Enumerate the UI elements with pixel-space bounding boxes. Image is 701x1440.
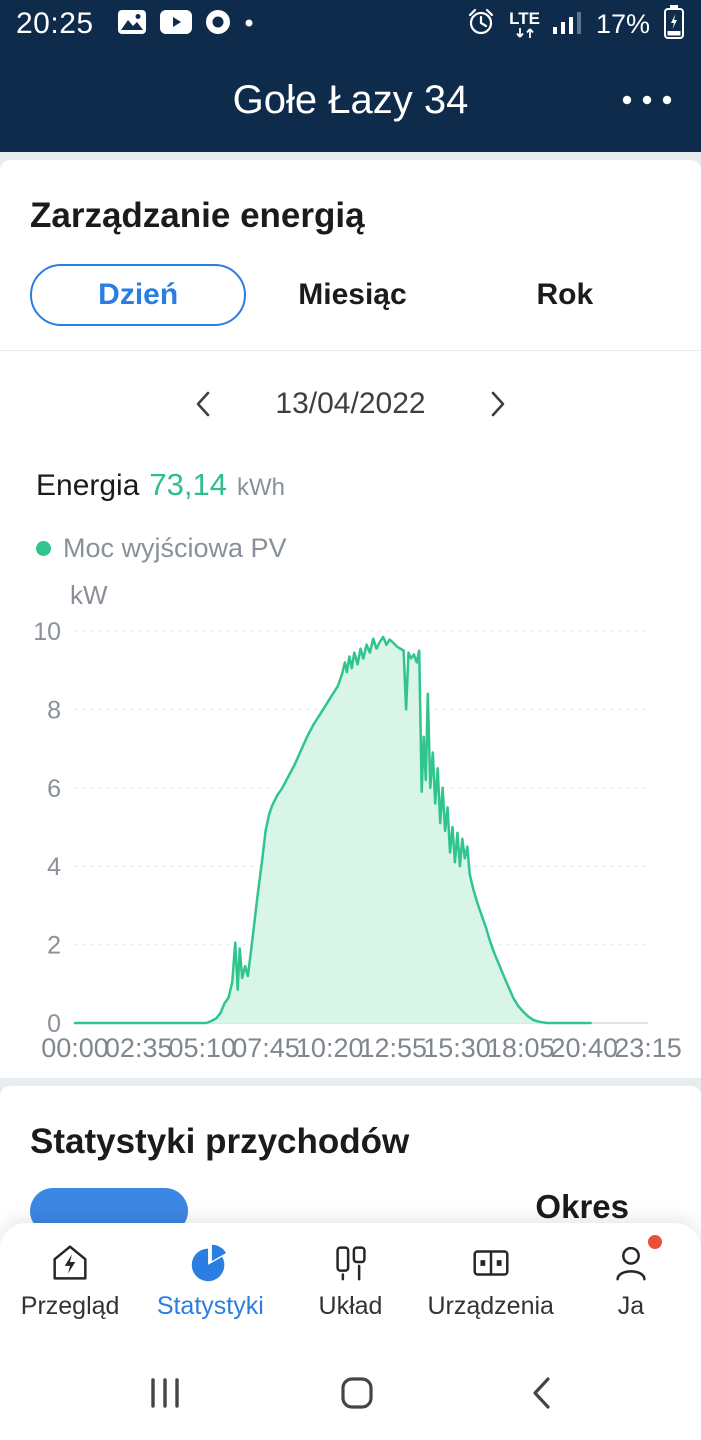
svg-text:23:15: 23:15	[614, 1033, 682, 1063]
chevron-right-icon[interactable]	[484, 385, 512, 423]
energy-value: 73,14	[149, 467, 227, 502]
energy-section-title: Zarządzanie energią	[30, 196, 365, 235]
status-bar: 20:25 LTE 17%	[0, 0, 701, 48]
more-menu-icon[interactable]	[619, 84, 675, 121]
divider	[0, 350, 701, 351]
chrome-icon	[205, 9, 231, 40]
nav-item-devices[interactable]: Urządzenia	[421, 1223, 561, 1345]
svg-text:02:35: 02:35	[105, 1033, 173, 1063]
energy-unit: kWh	[236, 474, 285, 501]
data-arrows-icon	[515, 27, 534, 38]
svg-text:07:45: 07:45	[232, 1033, 300, 1063]
nav-item-overview[interactable]: Przegląd	[0, 1223, 140, 1345]
nav-item-me[interactable]: Ja	[561, 1223, 701, 1345]
network-type-indicator: LTE	[509, 10, 540, 39]
svg-text:0: 0	[47, 1010, 61, 1038]
app-header: Gołe Łazy 34	[0, 48, 701, 152]
svg-text:8: 8	[47, 696, 61, 724]
signal-icon	[552, 9, 583, 40]
status-time: 20:25	[16, 7, 94, 40]
notification-badge	[647, 1235, 662, 1249]
svg-text:10:20: 10:20	[296, 1033, 364, 1063]
svg-text:18:05: 18:05	[487, 1033, 555, 1063]
svg-text:05:10: 05:10	[169, 1033, 237, 1063]
nav-item-layout[interactable]: Układ	[280, 1223, 420, 1345]
tab-day[interactable]: Dzień	[30, 264, 247, 326]
chart-legend: Moc wyjściowa PV	[36, 533, 701, 564]
battery-percent: 17%	[595, 8, 650, 39]
gallery-icon	[117, 9, 147, 40]
svg-text:20:40: 20:40	[551, 1033, 619, 1063]
energy-total: Energia 73,14 kWh	[36, 467, 701, 503]
recents-button[interactable]	[140, 1370, 190, 1416]
devices-icon	[468, 1239, 514, 1287]
notification-dot-icon	[244, 15, 254, 33]
person-icon	[608, 1235, 662, 1287]
alarm-icon	[466, 7, 496, 42]
battery-charging-icon	[663, 4, 685, 45]
bottom-navigation: Przegląd Statystyki Układ Urządzenia Ja	[0, 1223, 701, 1345]
svg-text:6: 6	[47, 775, 61, 803]
chevron-left-icon[interactable]	[189, 385, 217, 423]
home-button[interactable]	[332, 1368, 382, 1418]
legend-label: Moc wyjściowa PV	[63, 533, 287, 563]
energy-management-card: Zarządzanie energią Dzień Miesiąc Rok 13…	[0, 160, 701, 1078]
youtube-icon	[159, 9, 192, 39]
date-navigator: 13/04/2022	[0, 385, 701, 423]
tab-year[interactable]: Rok	[536, 278, 594, 311]
period-label: Okres	[535, 1188, 629, 1225]
svg-text:4: 4	[47, 853, 61, 881]
svg-text:15:30: 15:30	[423, 1033, 491, 1063]
layout-icon	[328, 1239, 374, 1287]
pv-output-area-chart: 0 2 4 6 8 10 00:0002:3505:1007:4510:2012:5515:…	[33, 618, 682, 1063]
nav-item-statistics[interactable]: Statystyki	[140, 1223, 280, 1345]
period-tabs: Dzień Miesiąc Rok	[30, 264, 671, 326]
energy-label: Energia	[36, 469, 140, 502]
svg-text:2: 2	[47, 932, 61, 960]
home-energy-icon	[47, 1239, 93, 1287]
page-title: Gołe Łazy 34	[232, 77, 469, 122]
svg-text:10: 10	[33, 618, 61, 646]
current-date: 13/04/2022	[275, 387, 426, 420]
income-section-title: Statystyki przychodów	[30, 1122, 410, 1161]
back-button[interactable]	[523, 1368, 561, 1418]
legend-dot-icon	[36, 541, 51, 556]
pie-chart-icon	[187, 1239, 233, 1287]
android-navigation-bar	[0, 1345, 701, 1440]
tab-month[interactable]: Miesiąc	[298, 278, 407, 311]
svg-text:00:00: 00:00	[41, 1033, 109, 1063]
y-axis-unit: kW	[70, 580, 108, 610]
svg-text:12:55: 12:55	[360, 1033, 428, 1063]
